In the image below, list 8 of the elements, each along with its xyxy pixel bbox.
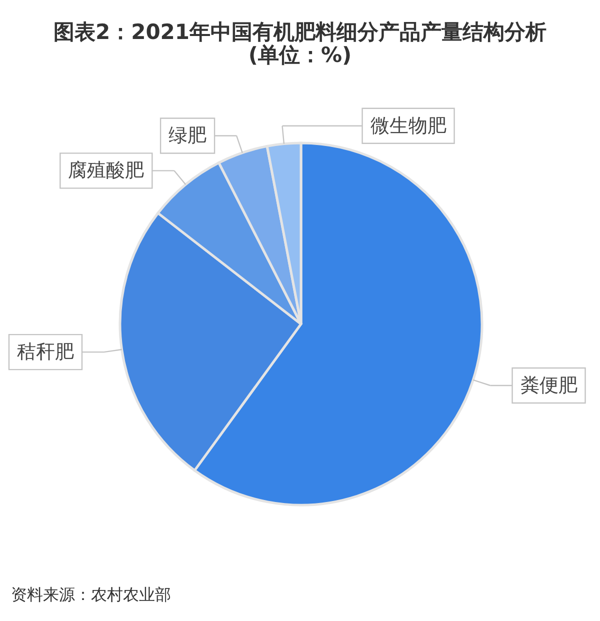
slice-label: 粪便肥 [520, 374, 578, 396]
chart-title: 图表2：2021年中国有机肥料细分产品产量结构分析 [53, 20, 547, 44]
slice-label: 绿肥 [168, 124, 207, 147]
chart-subtitle: (单位：%) [248, 43, 352, 67]
slice-label: 微生物肥 [370, 114, 446, 137]
text: 资料来源：农村农业部 [11, 585, 171, 604]
slice-label: 腐殖酸肥 [68, 160, 144, 182]
slice-label: 秸秆肥 [16, 341, 74, 364]
